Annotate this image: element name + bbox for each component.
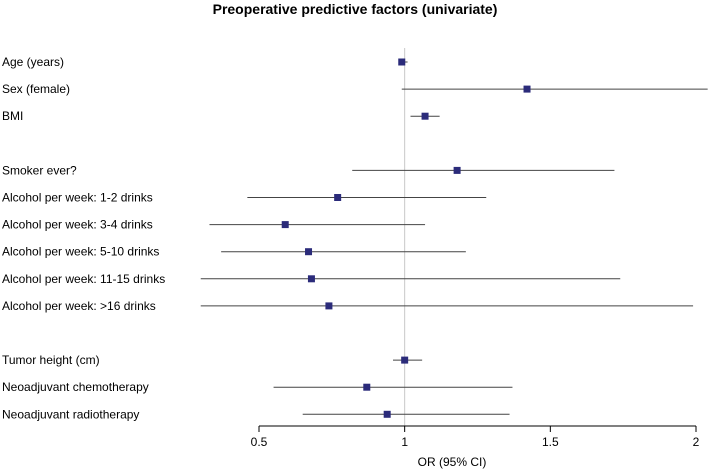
- or-point: [401, 356, 409, 364]
- x-axis-ticks: 0.5 1 1.5 2: [251, 426, 700, 449]
- row-label: Sex (female): [2, 82, 70, 96]
- row-label: Alcohol per week: 11-15 drinks: [2, 272, 165, 286]
- or-point: [281, 221, 289, 229]
- row-label: Alcohol per week: 1-2 drinks: [2, 191, 153, 205]
- or-point: [383, 410, 391, 418]
- x-axis-title: OR (95% CI): [418, 455, 487, 469]
- row-label: Smoker ever?: [2, 163, 77, 177]
- x-tick-label: 1: [401, 435, 408, 449]
- or-point: [305, 248, 313, 256]
- or-point: [523, 85, 531, 93]
- row-label: Alcohol per week: >16 drinks: [2, 299, 156, 313]
- forest-rows: Age (years) Sex (female) BMI Smoker ever? Al…: [2, 55, 708, 421]
- row-label: Alcohol per week: 5-10 drinks: [2, 245, 159, 259]
- row-label: Neoadjuvant radiotherapy: [2, 407, 139, 421]
- x-tick-label: 2: [693, 435, 700, 449]
- or-point: [325, 302, 333, 310]
- row-label: BMI: [2, 109, 23, 123]
- x-tick-label: 1.5: [542, 435, 559, 449]
- x-tick-label: 0.5: [251, 435, 268, 449]
- or-point: [334, 194, 342, 201]
- or-point: [307, 275, 315, 283]
- or-point: [453, 166, 461, 174]
- row-label: Tumor height (cm): [2, 353, 100, 367]
- or-point: [363, 383, 371, 391]
- or-point: [421, 112, 429, 120]
- row-label: Alcohol per week: 3-4 drinks: [2, 218, 153, 232]
- row-label: Neoadjuvant chemotherapy: [2, 380, 149, 394]
- or-point: [398, 58, 406, 66]
- row-label: Age (years): [2, 55, 64, 69]
- chart-title: Preoperative predictive factors (univari…: [213, 1, 498, 17]
